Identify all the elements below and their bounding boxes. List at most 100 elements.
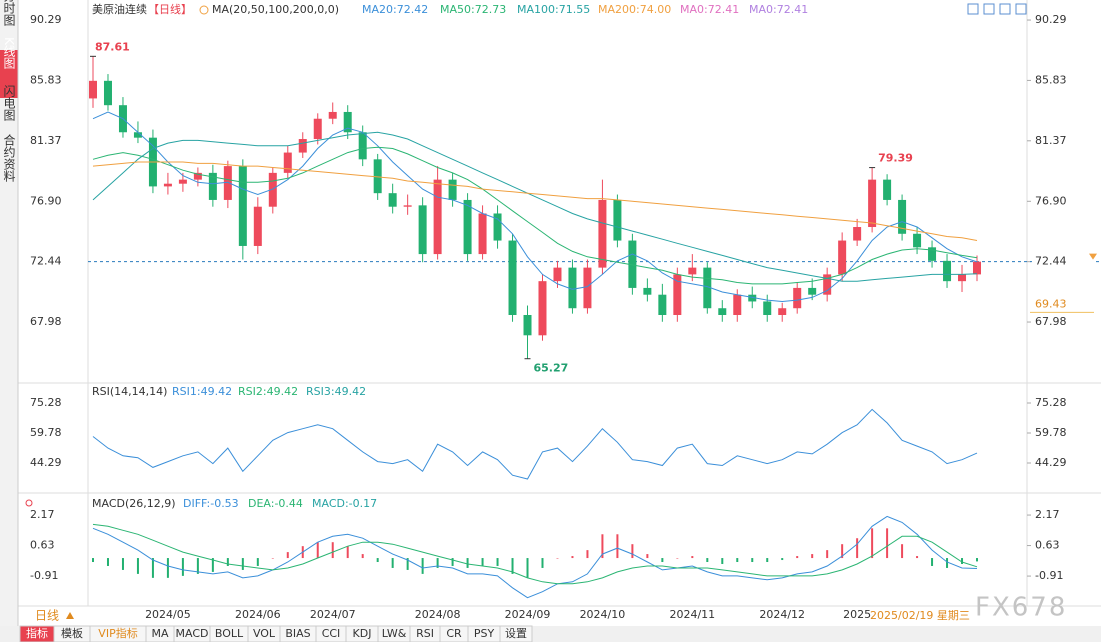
rsi-header: RSI(14,14,14) [92,385,167,398]
ref-price-label: 69.43 [1035,297,1067,310]
candle-body [103,80,112,106]
macd-bar [391,558,394,568]
macd-bar [916,556,919,559]
candle-body [253,206,262,246]
macd-bar [736,558,739,563]
sidebar-tab[interactable]: 分时图 [2,0,16,26]
toolbar-tab-label[interactable]: VOL [253,627,276,640]
rsi-legend: RSI3:49.42 [306,385,366,398]
macd-bar [151,558,154,578]
icon[interactable] [1015,3,1027,15]
candle-body [613,199,622,241]
icon[interactable] [967,3,979,15]
macd-bar [541,558,544,568]
macd-bar [316,542,319,559]
macd-legend: MACD:-0.17 [312,497,377,510]
dea-line [92,523,978,585]
macd-bar [121,558,124,570]
y-tick-label: 76.90 [30,194,62,207]
macd-icon[interactable] [25,499,33,507]
macd-bar [826,550,829,559]
price-flag [1089,253,1097,260]
macd-bar [241,558,244,570]
candle-body [508,240,517,315]
macd-bar [166,558,169,578]
candle-body [643,287,652,295]
macd-bar [511,558,514,574]
macd-legend: DEA:-0.44 [248,497,303,510]
x-tick-label: 2024/07 [310,608,356,621]
candle-body [973,261,981,275]
macd-bar [796,556,799,559]
toolbar-tab-label[interactable]: 设置 [505,627,527,640]
macd-bar [601,534,604,559]
ma-legend: MA50:72.73 [440,3,506,16]
macd-bar [766,558,769,563]
toolbar-tab-label[interactable]: RSI [416,627,434,640]
macd-header: MACD(26,12,9) [92,497,176,510]
candle-body [733,294,742,315]
macd-bar [211,558,214,572]
toolbar-tab-label[interactable]: VIP指标 [98,626,137,640]
candle-body [418,205,427,255]
candle-body [238,166,247,246]
candle-body [883,179,892,200]
y-tick-label: 81.37 [1035,134,1067,147]
macd-bar [271,558,274,559]
sidebar-tab[interactable]: K线图 [2,37,16,69]
macd-bar [691,556,694,559]
candle-body [433,179,442,255]
toolbar-tab-label[interactable]: MA [151,627,168,640]
ma-line [92,111,978,303]
toolbar-tab-label[interactable]: PSY [474,627,495,640]
toolbar-tab-label[interactable]: BOLL [215,627,244,640]
toolbar-tab-label[interactable]: CR [446,627,462,640]
toolbar-tab[interactable] [499,625,533,642]
sidebar [0,0,18,642]
candle-body [958,274,967,282]
candle-body [343,111,352,133]
y-tick-label: 67.98 [1035,315,1067,328]
settings-icon[interactable] [199,5,209,15]
candle-body [178,179,187,184]
candle-body [163,183,172,187]
icon[interactable] [983,3,995,15]
period-selector[interactable]: 日线 [35,609,59,623]
candle-body [853,227,862,241]
candle-body [628,240,637,288]
sidebar-tab[interactable]: 闪电图 [2,85,16,121]
toolbar-tab-label[interactable]: CCI [322,627,341,640]
x-tick-label: 2025 [843,608,871,621]
ma-line [92,146,978,285]
y-tick-label: 67.98 [30,315,62,328]
y-tick-label: 76.90 [1035,194,1067,207]
period-arrow[interactable] [66,612,74,619]
toolbar-tab-label[interactable]: LW& [382,627,407,640]
candle-body [703,267,712,309]
price-box [1032,253,1094,270]
candle-body [868,179,877,228]
candle-body [493,213,502,241]
sidebar-tab[interactable]: 合约资料 [2,133,16,182]
toolbar-tab-label[interactable]: MACD [176,627,209,640]
candle-body [763,301,772,315]
macd-bar [256,558,259,566]
toolbar-tab-label[interactable]: 模板 [61,626,83,640]
macd-bar [331,542,334,559]
macd-bar [781,558,784,561]
candle-body [403,205,412,207]
x-tick-label: 2024/08 [415,608,461,621]
macd-bar [871,528,874,559]
icon[interactable] [999,3,1011,15]
macd-bar [661,558,664,563]
candle-body [928,247,937,261]
toolbar-tab-label[interactable]: 指标 [26,626,48,640]
y-tick-label: 72.44 [30,255,62,268]
macd-bar [676,558,679,559]
toolbar-tab-label[interactable]: BIAS [285,627,310,640]
y-tick-label: 0.63 [30,539,55,552]
ma-legend: MA0:72.41 [749,3,808,16]
toolbar-tab-label[interactable]: KDJ [353,627,372,640]
candle-body [598,199,607,268]
macd-bar [226,558,229,566]
